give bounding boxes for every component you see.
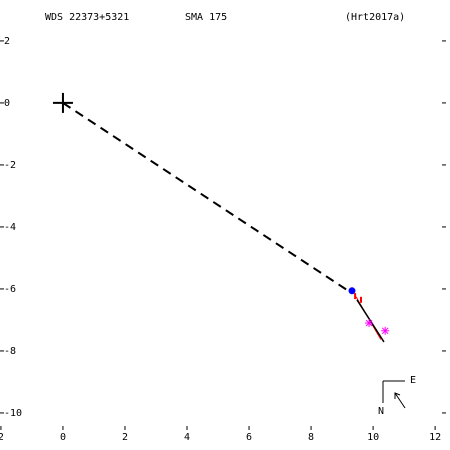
reference: (Hrt2017a) bbox=[345, 12, 405, 23]
x-tick-label: 8 bbox=[308, 432, 314, 443]
x-tick-label: 2 bbox=[122, 432, 128, 443]
orbit bbox=[356, 299, 385, 343]
y-tick-label: -2 bbox=[4, 160, 16, 171]
motion-arrow bbox=[394, 392, 406, 409]
measurement-asterisk bbox=[365, 319, 374, 328]
x-tick-label: 6 bbox=[246, 432, 252, 443]
x-tick-label: 2 bbox=[0, 432, 4, 443]
motion-arrow-head bbox=[394, 392, 401, 399]
compass-east: E bbox=[410, 375, 416, 386]
chart-title: WDS 22373+5321 bbox=[45, 12, 129, 23]
chart-subtitle: SMA 175 bbox=[185, 12, 227, 23]
compass: E N bbox=[378, 375, 416, 417]
y-tick-label: -8 bbox=[4, 346, 16, 357]
x-tick-label: 10 bbox=[367, 432, 379, 443]
asterisk-stroke bbox=[381, 327, 389, 335]
y-tick-label: 2 bbox=[4, 36, 10, 47]
primary-star bbox=[52, 92, 73, 113]
y-tick-label: -4 bbox=[4, 222, 16, 233]
x-tick-label: 4 bbox=[184, 432, 190, 443]
x-tick-label: 12 bbox=[429, 432, 441, 443]
separation-line bbox=[62, 102, 351, 293]
measurement-dot bbox=[348, 287, 356, 295]
y-tick-label: -6 bbox=[4, 284, 16, 295]
y-tick-label: -10 bbox=[4, 408, 22, 419]
compass-north: N bbox=[378, 406, 384, 417]
asterisk-stroke bbox=[365, 319, 373, 327]
measurement-asterisk bbox=[381, 326, 390, 335]
x-tick-label: 0 bbox=[60, 432, 66, 443]
y-tick-label: 0 bbox=[4, 98, 10, 109]
